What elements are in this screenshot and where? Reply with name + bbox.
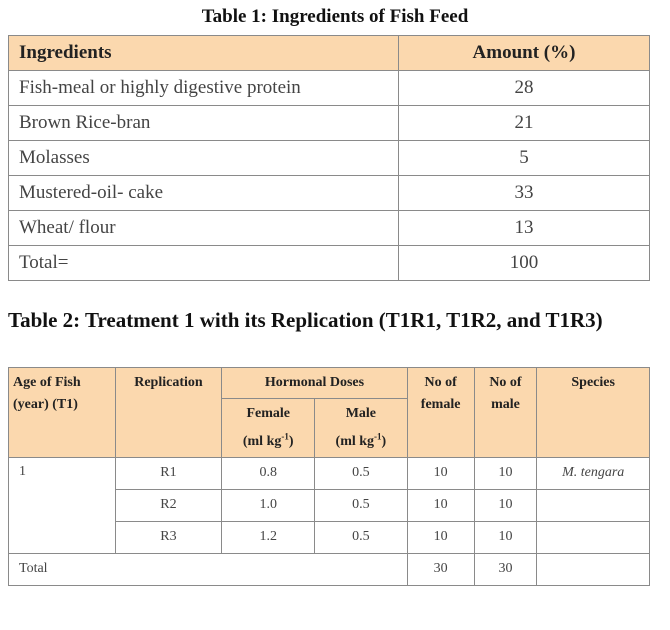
no-male-cell: 10 xyxy=(473,456,538,490)
replication-cell: R2 xyxy=(114,488,223,522)
ingredient-cell: Molasses xyxy=(8,140,399,176)
dose-unit: (ml kg-1) xyxy=(242,431,294,449)
no-female-cell: 10 xyxy=(406,456,475,490)
male-dose-cell: 0.5 xyxy=(314,488,408,522)
amount-cell: 5 xyxy=(398,140,650,176)
species-cell xyxy=(536,488,650,522)
dose-unit: (ml kg-1) xyxy=(335,431,387,449)
total-no-male-cell: 30 xyxy=(473,552,538,586)
female-dose-cell: 1.2 xyxy=(221,520,316,554)
table-row-total: Total 30 30 xyxy=(8,552,650,586)
ingredient-cell: Mustered-oil- cake xyxy=(8,175,399,211)
header-hormonal-doses: Hormonal Doses xyxy=(221,367,408,399)
species-cell xyxy=(536,520,650,554)
ingredient-cell: Total= xyxy=(8,245,399,281)
table-row-total: Total= 100 xyxy=(8,245,650,281)
table-header-row: Age of Fish (year) (T1) Replication Horm… xyxy=(8,367,650,458)
total-no-female-cell: 30 xyxy=(406,552,475,586)
table-row: Wheat/ flour 13 xyxy=(8,210,650,246)
header-species: Species xyxy=(536,367,650,458)
species-cell: M. tengara xyxy=(536,456,650,490)
amount-cell: 100 xyxy=(398,245,650,281)
header-age: Age of Fish (year) (T1) xyxy=(8,367,116,458)
table-row: R3 1.2 0.5 10 10 xyxy=(9,520,650,554)
header-no-male: No of male xyxy=(473,367,538,458)
male-dose-label: Male xyxy=(345,406,377,421)
table-header-row: Ingredients Amount (%) xyxy=(8,35,650,71)
total-label-cell: Total xyxy=(8,552,408,586)
header-no-female: No of female xyxy=(406,367,475,458)
male-dose-cell: 0.5 xyxy=(314,520,408,554)
amount-cell: 28 xyxy=(398,70,650,106)
amount-cell: 13 xyxy=(398,210,650,246)
header-amount: Amount (%) xyxy=(398,35,650,71)
female-dose-cell: 1.0 xyxy=(221,488,316,522)
replication-cell: R3 xyxy=(114,520,223,554)
male-dose-cell: 0.5 xyxy=(314,456,408,490)
ingredient-cell: Brown Rice-bran xyxy=(8,105,399,141)
table-row: Mustered-oil- cake 33 xyxy=(8,175,650,211)
table-row: R2 1.0 0.5 10 10 xyxy=(9,488,650,522)
table2-title: Table 2: Treatment 1 with its Replicatio… xyxy=(8,308,603,332)
header-replication: Replication xyxy=(114,367,223,458)
header-male-dose: Male (ml kg-1) xyxy=(314,398,408,458)
ingredient-cell: Fish-meal or highly digestive protein xyxy=(8,70,399,106)
table-row: Brown Rice-bran 21 xyxy=(8,105,650,141)
female-dose-cell: 0.8 xyxy=(221,456,316,490)
table1-title: Table 1: Ingredients of Fish Feed xyxy=(201,6,469,27)
table-row: Molasses 5 xyxy=(8,140,650,176)
replication-cell: R1 xyxy=(114,456,223,490)
ingredients-table: Ingredients Amount (%) Fish-meal or high… xyxy=(8,35,650,281)
no-female-cell: 10 xyxy=(406,520,475,554)
no-male-cell: 10 xyxy=(473,488,538,522)
header-female-dose: Female (ml kg-1) xyxy=(221,398,316,458)
table-row: 1 R1 0.8 0.5 10 10 M. tengara xyxy=(8,456,650,554)
table-subheader-row: Female (ml kg-1) Male (ml kg-1) xyxy=(9,398,650,458)
amount-cell: 33 xyxy=(398,175,650,211)
no-female-cell: 10 xyxy=(406,488,475,522)
ingredient-cell: Wheat/ flour xyxy=(8,210,399,246)
female-dose-label: Female xyxy=(246,406,290,421)
treatment-table: Age of Fish (year) (T1) Replication Horm… xyxy=(8,367,650,586)
amount-cell: 21 xyxy=(398,105,650,141)
header-ingredients: Ingredients xyxy=(8,35,399,71)
age-cell: 1 xyxy=(8,456,116,554)
table-row: Fish-meal or highly digestive protein 28 xyxy=(8,70,650,106)
no-male-cell: 10 xyxy=(473,520,538,554)
total-species-cell xyxy=(536,552,650,586)
